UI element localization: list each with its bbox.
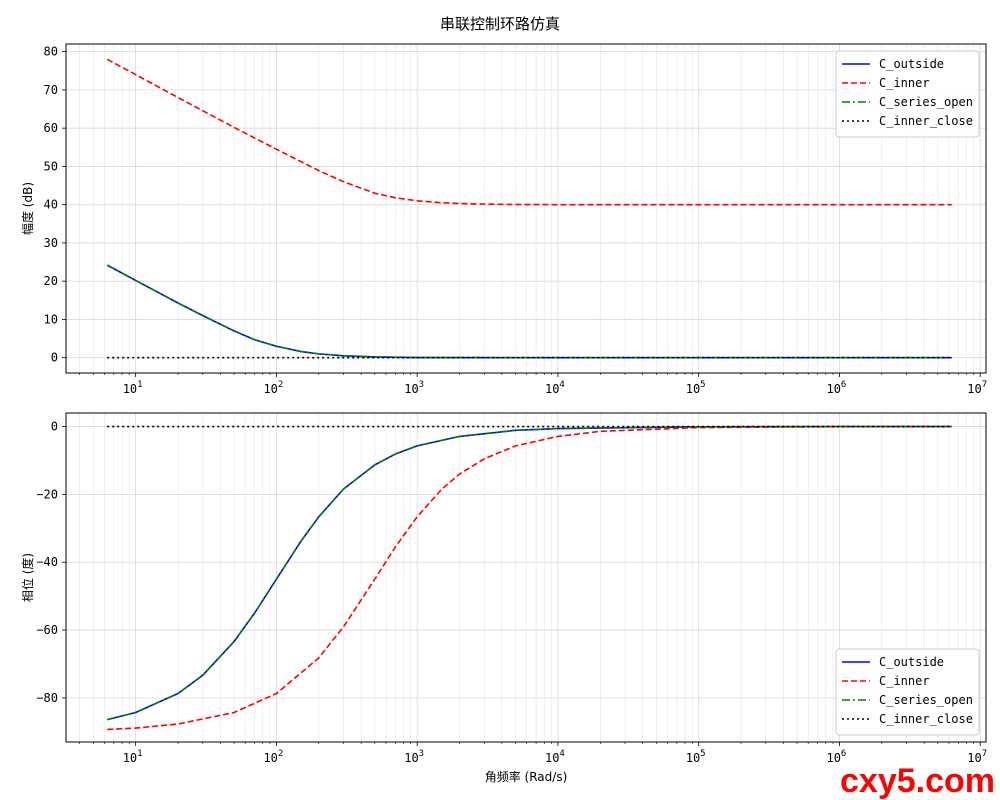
y-tick-label: 0 xyxy=(51,420,58,434)
x-tick-label: 106 xyxy=(826,380,846,396)
watermark-text: cxy5.com xyxy=(840,762,995,800)
x-tick-exponent: 4 xyxy=(559,380,564,390)
x-tick-exponent: 6 xyxy=(841,749,846,759)
legend: C_outside C_inner C_series_open C_inner_clo… xyxy=(835,648,980,736)
x-tick-label: 103 xyxy=(404,380,424,396)
x-tick-label: 101 xyxy=(123,380,143,396)
legend-label: C_inner_close xyxy=(879,114,973,128)
axes-frame xyxy=(65,412,987,743)
legend: C_outside C_inner C_series_open C_inner_clo… xyxy=(835,50,980,138)
legend-label: C_outside xyxy=(879,57,944,71)
x-tick-exponent: 1 xyxy=(137,380,142,390)
y-tick-label: −20 xyxy=(36,487,58,501)
x-tick-label: 107 xyxy=(967,749,987,765)
y-tick-label: 30 xyxy=(44,236,58,250)
y-tick-label: 40 xyxy=(44,198,58,212)
x-tick-exponent: 7 xyxy=(982,380,987,390)
x-tick-label: 105 xyxy=(686,380,706,396)
x-tick-exponent: 2 xyxy=(278,380,283,390)
plot-area xyxy=(66,413,986,742)
y-axis-label: 相位 (度) xyxy=(20,553,35,602)
y-axis-label: 幅度 (dB) xyxy=(20,182,35,235)
y-tick-label: 70 xyxy=(44,83,58,97)
x-tick-exponent: 7 xyxy=(982,749,987,759)
x-tick-label: 105 xyxy=(686,749,706,765)
x-tick-exponent: 5 xyxy=(700,749,705,759)
x-axis-label: 角频率 (Rad/s) xyxy=(485,769,568,784)
x-tick-base: 10 xyxy=(404,382,418,396)
x-tick-base: 10 xyxy=(123,751,137,765)
x-tick-base: 10 xyxy=(826,382,840,396)
series-line-c-inner xyxy=(107,425,952,731)
x-tick-label: 102 xyxy=(263,749,283,765)
legend-label: C_inner_close xyxy=(879,712,973,726)
x-tick-exponent: 3 xyxy=(419,380,424,390)
x-tick-label: 102 xyxy=(263,380,283,396)
x-tick-base: 10 xyxy=(967,382,981,396)
figure-title: 串联控制环路仿真 xyxy=(440,15,560,33)
x-tick-exponent: 1 xyxy=(137,749,142,759)
series-line-c-series-open xyxy=(107,425,952,721)
legend-label: C_inner xyxy=(879,76,930,90)
y-tick-label: 80 xyxy=(44,45,58,59)
x-tick-exponent: 2 xyxy=(278,749,283,759)
x-tick-exponent: 3 xyxy=(419,749,424,759)
x-tick-label: 103 xyxy=(404,749,424,765)
x-tick-base: 10 xyxy=(686,382,700,396)
legend-label: C_series_open xyxy=(879,693,973,707)
x-tick-label: 106 xyxy=(826,749,846,765)
x-tick-base: 10 xyxy=(404,751,418,765)
x-tick-exponent: 6 xyxy=(841,380,846,390)
x-tick-label: 104 xyxy=(545,380,565,396)
x-tick-base: 10 xyxy=(545,382,559,396)
y-tick-label: 60 xyxy=(44,121,58,135)
x-tick-base: 10 xyxy=(826,751,840,765)
legend-label: C_inner xyxy=(879,674,930,688)
y-tick-label: −80 xyxy=(36,691,58,705)
x-tick-base: 10 xyxy=(123,382,137,396)
y-tick-label: 10 xyxy=(44,312,58,326)
x-tick-base: 10 xyxy=(967,751,981,765)
x-tick-base: 10 xyxy=(263,751,277,765)
y-tick-label: 50 xyxy=(44,159,58,173)
plot-area xyxy=(66,44,986,373)
x-tick-exponent: 4 xyxy=(559,749,564,759)
series-line-c-inner xyxy=(106,58,952,206)
legend-label: C_series_open xyxy=(879,95,973,109)
legend-box xyxy=(835,50,980,138)
legend-label: C_outside xyxy=(879,655,944,669)
x-tick-base: 10 xyxy=(545,751,559,765)
magnitude-panel: 101 102 103 104 105 106 10701020304050607080幅度… xyxy=(20,43,987,396)
x-tick-base: 10 xyxy=(263,382,277,396)
y-tick-label: 20 xyxy=(44,274,58,288)
legend-box xyxy=(835,648,980,736)
y-tick-label: −40 xyxy=(36,555,58,569)
x-tick-label: 104 xyxy=(545,749,565,765)
x-tick-base: 10 xyxy=(686,751,700,765)
y-tick-label: −60 xyxy=(36,623,58,637)
x-tick-label: 107 xyxy=(967,380,987,396)
x-tick-exponent: 5 xyxy=(700,380,705,390)
axes-frame xyxy=(65,43,987,374)
y-tick-label: 0 xyxy=(51,351,58,365)
x-tick-label: 101 xyxy=(123,749,143,765)
